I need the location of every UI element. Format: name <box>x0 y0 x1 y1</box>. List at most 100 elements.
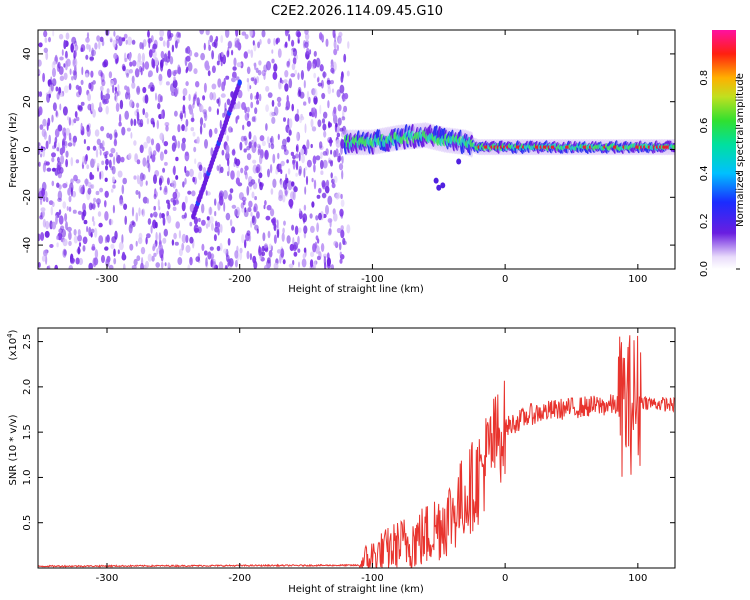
noise-dot <box>234 259 238 268</box>
noise-dot <box>292 190 296 201</box>
noise-dot <box>94 249 99 259</box>
noise-dot <box>71 76 74 81</box>
noise-dot <box>242 124 245 131</box>
colorbar-ticks: 0.0 0.2 0.4 0.6 0.8 <box>699 70 740 277</box>
noise-dot <box>338 31 343 38</box>
noise-dot <box>346 224 351 234</box>
noise-dot <box>147 218 152 225</box>
noise-dot <box>156 119 159 130</box>
noise-dot <box>117 249 120 255</box>
noise-dot <box>182 104 186 114</box>
noise-dot <box>333 213 338 222</box>
noise-dot <box>291 49 294 56</box>
noise-dot <box>243 210 249 218</box>
noise-dot <box>193 146 197 153</box>
noise-dot <box>327 121 331 129</box>
noise-dot <box>114 86 117 93</box>
noise-dot <box>59 56 64 61</box>
noise-dot <box>80 101 85 106</box>
noise-dot <box>323 130 327 138</box>
noise-dot <box>339 258 343 264</box>
noise-dot <box>336 44 339 52</box>
noise-dot <box>66 226 72 232</box>
noise-dot <box>88 226 92 237</box>
noise-dot <box>139 65 142 73</box>
noise-dot <box>276 96 282 103</box>
noise-dot <box>63 249 67 256</box>
noise-dot <box>164 122 170 127</box>
noise-dot <box>105 150 109 156</box>
noise-dot <box>283 144 287 152</box>
noise-dot <box>284 70 289 78</box>
noise-dot <box>96 162 100 168</box>
noise-dot <box>193 68 198 75</box>
noise-dot <box>254 78 257 86</box>
noise-dot <box>309 213 313 219</box>
noise-dot <box>252 164 258 174</box>
noise-dot <box>217 78 222 88</box>
noise-dot <box>286 60 290 67</box>
noise-dot <box>136 87 141 93</box>
noise-dot <box>337 104 342 112</box>
noise-dot <box>102 98 107 105</box>
noise-dot <box>65 221 68 231</box>
noise-dot <box>101 79 106 87</box>
noise-dot <box>91 49 96 56</box>
noise-dot <box>304 166 308 171</box>
noise-dot <box>70 187 73 197</box>
noise-dot <box>340 225 344 231</box>
colorbar-tick-label: 0.4 <box>699 165 710 181</box>
noise-dot <box>328 159 334 164</box>
noise-dot <box>262 232 266 242</box>
noise-dot <box>129 61 133 67</box>
noise-dot <box>304 30 309 35</box>
noise-dot <box>45 51 49 61</box>
noise-dot <box>176 31 180 38</box>
noise-dot <box>303 247 307 253</box>
noise-dot <box>218 164 222 174</box>
noise-dot <box>164 161 168 166</box>
noise-dot <box>49 244 54 248</box>
noise-dot <box>216 165 220 172</box>
y-tick-label: 40 <box>22 48 33 61</box>
noise-dot <box>246 78 250 83</box>
noise-dot <box>141 52 145 63</box>
noise-dot <box>331 178 335 184</box>
noise-dot <box>267 38 271 45</box>
noise-dot <box>318 32 323 40</box>
noise-dot <box>128 152 132 160</box>
noise-dot <box>280 169 283 175</box>
noise-dot <box>48 93 52 99</box>
noise-dot <box>95 148 99 158</box>
noise-dot <box>304 186 307 195</box>
noise-dot <box>309 49 312 55</box>
noise-dot <box>86 127 91 137</box>
noise-dot <box>178 248 183 257</box>
noise-dot <box>172 199 177 206</box>
noise-dot <box>160 62 164 72</box>
noise-dot <box>104 190 109 198</box>
noise-dot <box>139 60 144 66</box>
noise-dot <box>203 250 208 256</box>
noise-dot <box>129 99 134 108</box>
noise-dot <box>80 44 86 52</box>
noise-dot <box>72 209 77 214</box>
noise-dot <box>236 62 242 68</box>
noise-dot <box>199 117 204 126</box>
noise-dot <box>196 136 200 144</box>
noise-dot <box>141 209 144 216</box>
noise-dot <box>313 72 317 79</box>
noise-dot <box>153 252 157 257</box>
noise-dot <box>110 243 115 250</box>
noise-dot <box>244 34 249 40</box>
colorbar-tick-label: 0.8 <box>699 70 710 86</box>
noise-dot <box>159 30 165 38</box>
noise-dot <box>281 79 284 84</box>
noise-dot <box>145 260 149 269</box>
noise-dot <box>152 43 158 50</box>
band-outlier <box>436 184 442 191</box>
x-tick-label: 100 <box>628 573 647 584</box>
noise-dot <box>88 82 92 90</box>
noise-dot <box>292 57 297 65</box>
